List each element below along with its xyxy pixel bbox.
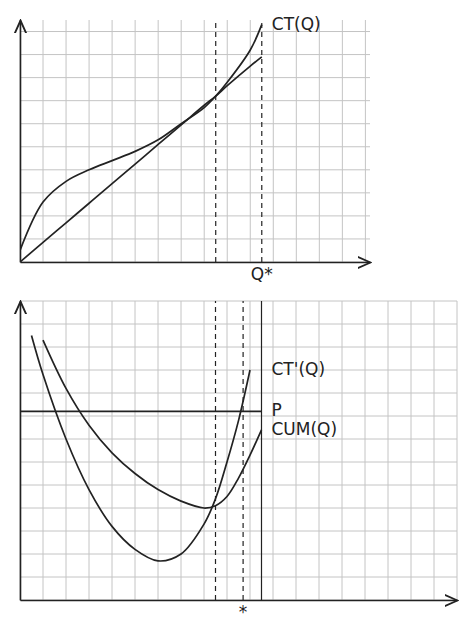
curve-label: CT(Q) [272,14,321,34]
grid-line [20,192,370,193]
grid-line [43,301,44,600]
grid-line [158,301,159,600]
series-group [20,336,262,561]
grid-line [20,370,457,371]
grid-line [319,301,320,600]
grid-line [20,301,21,600]
grid-line [66,20,67,262]
grid-line [296,301,297,600]
y-axis-line [20,302,22,601]
grid-line [20,462,457,463]
grid [20,301,457,600]
axis-annotation: Q* [251,264,273,284]
grid-line [20,20,21,262]
grid-line [204,301,205,600]
grid-line [227,301,228,600]
grid-line [20,554,457,555]
grid-line [20,439,457,440]
grid-line [112,301,113,600]
grid-line [43,20,44,262]
page: CT(Q) Q* CT'(Q) PCUM(Q) * [0,0,468,628]
grid-line [20,146,370,147]
reference-line [261,20,262,262]
grid-line [20,123,370,124]
grid-line [135,20,136,262]
grid-line [273,20,274,262]
grid-line [20,238,370,239]
axis-annotation: * [239,602,248,622]
grid-line [20,577,457,578]
grid-line [112,20,113,262]
curve [32,336,251,561]
grid-line [20,393,457,394]
y-axis-line [20,21,22,263]
curve-label: P [272,400,282,420]
grid-line [20,416,457,417]
grid-line [20,169,370,170]
grid-line [204,20,205,262]
grid-line [20,77,370,78]
grid-line [20,531,457,532]
grid-line [20,262,370,263]
grid-line [89,20,90,262]
y-axis [20,302,21,601]
grid-line [319,20,320,262]
grid-line [250,301,251,600]
grid-line [181,20,182,262]
grid-line [227,20,228,262]
grid-line [20,100,370,101]
grid-line [365,301,366,600]
grid-line [20,347,457,348]
grid-line [135,301,136,600]
x-axis [21,262,371,263]
curve [20,411,262,413]
curve [20,25,262,251]
grid-line [66,301,67,600]
grid-line [20,301,457,302]
grid-line [89,301,90,600]
panel: CT(Q) Q* [20,14,371,284]
grid [20,20,370,262]
curve [43,340,262,508]
grid-line [457,301,458,600]
reference-line [215,301,216,600]
grid-line [20,324,457,325]
grid-line [434,301,435,600]
reference-line [215,20,216,262]
grid-line [388,301,389,600]
panel: CT'(Q) PCUM(Q) * [20,301,458,622]
series-group [20,25,262,262]
grid-line [296,20,297,262]
curve-label: CT'(Q) [272,359,326,379]
grid-line [20,54,370,55]
grid-line [20,600,457,601]
y-axis [20,21,21,263]
curve-label: CUM(Q) [272,419,338,439]
reference-line [261,301,262,600]
grid-line [20,508,457,509]
grid-line [250,20,251,262]
grid-line [342,301,343,600]
grid-line [411,301,412,600]
grid-line [365,20,366,262]
x-axis-line [21,262,371,264]
grid-line [342,20,343,262]
grid-line [273,301,274,600]
reference-line [243,301,244,600]
curve [20,57,262,262]
